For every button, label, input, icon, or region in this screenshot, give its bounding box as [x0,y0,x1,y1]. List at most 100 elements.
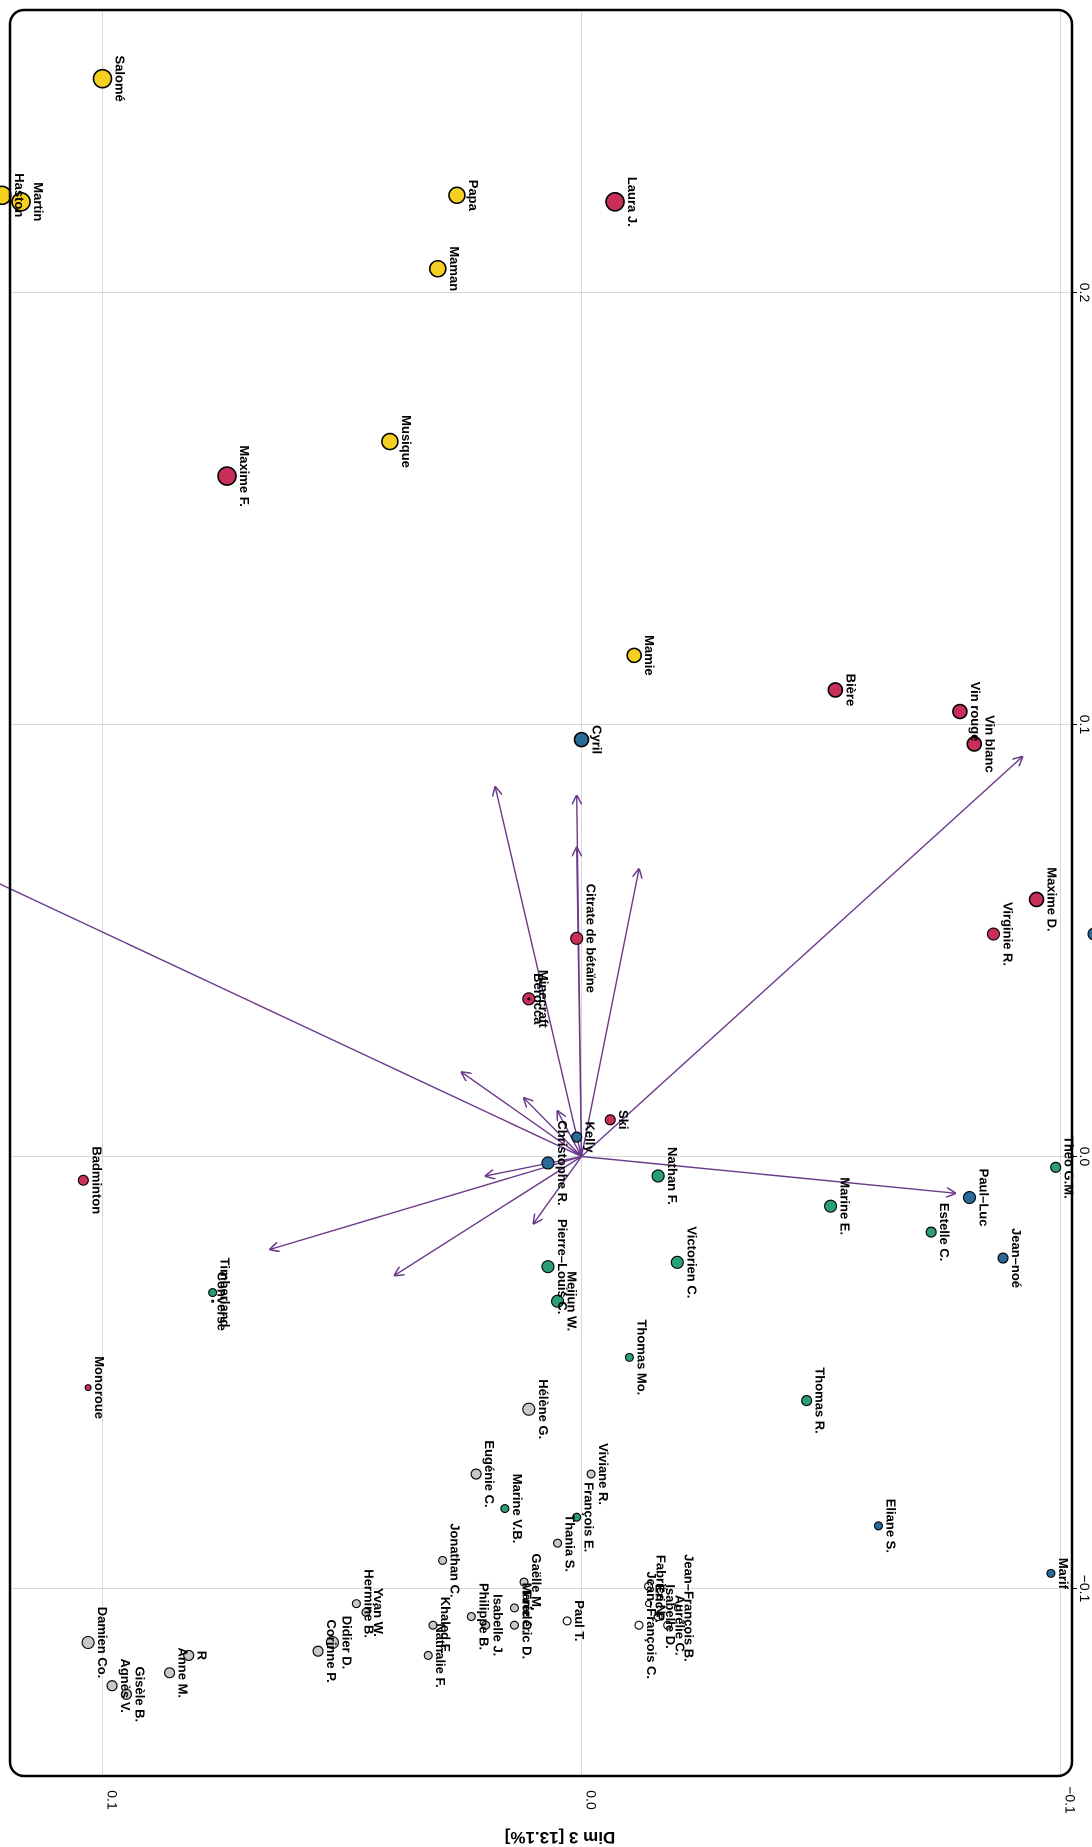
label-jean-noe: Jean–noé [1009,1228,1024,1288]
point-isabelle-d [653,1612,663,1622]
label-gisele-b: Gisèle B. [132,1667,147,1723]
label-kelly: Kelly [583,1122,598,1154]
point-marif [1046,1568,1056,1578]
label-laura-j: Laura J. [625,177,640,227]
y-tick-label: 0.1 [1077,715,1092,735]
variable-arrow [0,883,582,1158]
label-nathalie-f: Nathalie F. [433,1623,448,1687]
point-victorien-c [670,1255,684,1269]
label-timberland: Timberland [218,1258,233,1328]
point-agnes-v [106,1680,118,1692]
label-agnes-v: Agnès V. [118,1658,133,1712]
label-corinne-p: Corinne P. [324,1619,339,1682]
point-meijun-w [550,1294,565,1308]
label-mamie: Mamie [642,635,657,675]
point-nathalie-f [423,1650,433,1661]
label-biere: Bière [843,674,858,707]
label-ski: Ski [616,1110,631,1130]
point-kelly [571,1131,583,1143]
point-frederic-d [509,1620,519,1630]
label-francois-e: François E. [582,1482,597,1552]
label-maman: Maman [447,246,462,291]
point-jean-noe [997,1252,1009,1264]
label-converse: Converse [215,1272,230,1331]
label-victorien-c: Victorien C. [684,1226,699,1298]
variable-arrow [580,869,639,1157]
label-viviane-r: Viviane R. [596,1443,611,1505]
variable-arrow [395,1155,582,1276]
label-marif: Marif [1056,1558,1071,1590]
point-eliane-s [873,1521,884,1531]
label-cyril: Cyril [590,725,605,754]
y-tick-label: 0.2 [1077,283,1092,303]
label-helene-g: Hélène G. [536,1379,551,1439]
label-theo-g-m: Théo G.M. [1062,1136,1077,1199]
point-biere [827,682,844,698]
label-badminton: Badminton [89,1146,104,1214]
point-cyril [573,731,590,748]
point-citrate-de-betaine [570,931,584,945]
label-paul-luc: Paul–Luc [976,1169,991,1227]
point-yvan-w [361,1607,371,1617]
label-berocca: Berocca [531,973,546,1025]
point-didier-d [325,1635,339,1650]
point-philippe-b [466,1612,476,1622]
point-pierre-louis-c [541,1260,555,1274]
point-eugenie-c [470,1468,482,1480]
variable-arrow [581,757,1023,1158]
point-converse [211,1299,215,1303]
variable-arrow [462,1072,582,1158]
variable-arrow [581,1155,956,1194]
label-virginie-r: Virginie R. [1000,902,1015,966]
point-marine-e [824,1199,838,1213]
point-anne-m [164,1667,176,1679]
label-isabelle-d: Isabelle D. [663,1584,678,1648]
point-gaelle-m [519,1577,529,1587]
point-marie-c [509,1603,519,1613]
label-meijun-w: Meijun W. [565,1271,580,1331]
variable-arrow [270,1155,582,1250]
label-paul-t: Paul T. [572,1600,587,1641]
plot-panel [10,10,1072,1776]
label-anne-m: Anne M. [176,1647,191,1698]
point-eric-p [645,1600,653,1608]
x-tick-label: 0.1 [105,1790,121,1810]
variable-arrow [534,1156,583,1224]
point-francois-e [572,1512,582,1522]
variable-arrow [577,848,583,1157]
point-monoroue [84,1384,92,1392]
label-jean-francois-c: Jean–François C. [644,1571,659,1679]
label-philippe-b: Philippe B. [476,1583,491,1650]
y-axis-title: Dim 3 [13.1%] [505,1828,616,1847]
label-citrate-de-betaine: Citrate de bétaïne [584,884,599,993]
point-jean-francois-b [673,1604,681,1612]
label-thania-s: Thania S. [563,1514,578,1572]
point-helene-g [522,1402,536,1416]
label-nathan-f: Nathan F. [665,1147,680,1205]
point-damien-co [81,1635,95,1650]
label-r: R [195,1651,210,1661]
label-hermine-b: Hermine B. [361,1569,376,1638]
variable-arrow [486,1155,582,1176]
point-maxime-f [217,466,237,486]
point-christophe-r [541,1156,555,1170]
point-paul-t [562,1616,572,1626]
y-tick-label: −0.1 [1077,1575,1092,1603]
label-thomas-r: Thomas R. [813,1367,828,1433]
point-khaled-f [428,1620,438,1630]
point-thomas-mo [624,1352,634,1362]
label-monoroue: Monoroue [92,1356,107,1419]
point-nathan-f [651,1169,665,1183]
label-haston: Haston [12,173,27,217]
point-mamie [626,647,642,664]
label-maxime-f: Maxime F. [237,445,252,506]
point-jonathan-c [438,1555,448,1565]
point-thomas-r [801,1395,813,1407]
point-badminton [77,1174,89,1186]
label-eric-p: Éric P. [653,1584,668,1623]
point-fabrice-n [644,1581,654,1591]
point-corinne-p [312,1645,324,1657]
label-jean-francois-b: Jean–François B. [681,1554,696,1662]
